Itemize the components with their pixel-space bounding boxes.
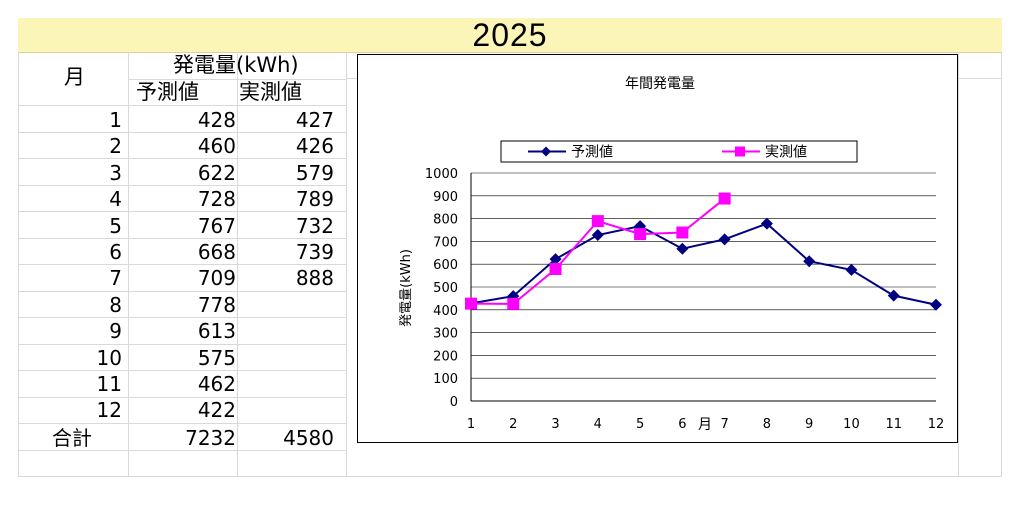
x-tick-label: 9 bbox=[805, 417, 813, 432]
row-predicted: 622 bbox=[197, 160, 236, 185]
row-actual bbox=[238, 345, 334, 371]
data-point bbox=[676, 226, 689, 239]
chart-series bbox=[465, 192, 942, 311]
row-month: 7 bbox=[109, 266, 122, 291]
y-tick-label: 100 bbox=[433, 372, 458, 387]
row-predicted: 428 bbox=[197, 108, 236, 132]
row-month: 3 bbox=[109, 160, 122, 185]
data-point bbox=[634, 228, 647, 241]
data-point bbox=[718, 233, 731, 246]
x-tick-label: 1 bbox=[467, 417, 475, 432]
series-line bbox=[470, 197, 726, 305]
year-banner: 2025 bbox=[18, 18, 1002, 53]
row-actual: 732 bbox=[295, 213, 334, 238]
y-axis-label: 発電量(kWh) bbox=[399, 249, 414, 327]
legend-marker bbox=[541, 146, 551, 157]
x-tick-label: 6 bbox=[678, 417, 686, 432]
data-point bbox=[760, 217, 773, 230]
row-month: 11 bbox=[96, 372, 122, 396]
y-tick-label: 500 bbox=[433, 281, 458, 296]
data-point bbox=[591, 215, 604, 228]
x-tick-label: 12 bbox=[928, 417, 945, 432]
y-tick-label: 300 bbox=[433, 327, 458, 342]
row-actual bbox=[238, 318, 334, 344]
legend-label: 実測値 bbox=[765, 145, 807, 161]
data-point bbox=[887, 289, 900, 302]
actual-header: 実測値 bbox=[239, 80, 302, 104]
row-month: 4 bbox=[109, 187, 122, 212]
row-predicted: 778 bbox=[197, 292, 236, 317]
y-tick-label: 700 bbox=[433, 235, 458, 250]
row-actual bbox=[238, 292, 334, 318]
data-point bbox=[676, 242, 689, 255]
total-predicted: 7232 bbox=[185, 426, 236, 450]
row-actual: 427 bbox=[295, 108, 334, 132]
data-point bbox=[549, 262, 562, 275]
row-actual: 739 bbox=[295, 240, 334, 264]
row-actual: 789 bbox=[295, 187, 334, 212]
total-label: 合計 bbox=[52, 426, 92, 450]
row-predicted: 462 bbox=[197, 372, 236, 396]
chart-legend: 予測値 実測値 bbox=[500, 140, 858, 163]
y-tick-label: 200 bbox=[433, 349, 458, 364]
row-actual: 579 bbox=[295, 160, 334, 185]
row-actual bbox=[238, 371, 334, 397]
chart-gridlines bbox=[471, 172, 936, 379]
data-point bbox=[465, 297, 477, 310]
row-actual: 888 bbox=[295, 266, 334, 291]
data-point bbox=[549, 253, 562, 266]
legend-marker bbox=[735, 146, 745, 157]
x-tick-label: 3 bbox=[551, 417, 559, 432]
x-tick-label: 4 bbox=[594, 417, 602, 432]
x-axis-label: 月 bbox=[698, 417, 712, 433]
series-line bbox=[470, 222, 937, 306]
row-actual bbox=[238, 397, 334, 423]
row-predicted: 668 bbox=[197, 240, 236, 264]
row-predicted: 613 bbox=[197, 319, 236, 344]
row-predicted: 728 bbox=[197, 187, 236, 212]
row-predicted: 422 bbox=[197, 398, 236, 423]
legend-label: 予測値 bbox=[571, 145, 613, 161]
total-actual: 4580 bbox=[283, 426, 334, 450]
row-predicted: 460 bbox=[197, 134, 236, 159]
row-predicted: 575 bbox=[197, 345, 236, 370]
row-month: 12 bbox=[96, 398, 122, 423]
row-month: 5 bbox=[109, 213, 122, 238]
x-tick-label: 5 bbox=[636, 417, 644, 432]
chart-title: 年間発電量 bbox=[625, 76, 695, 92]
data-point bbox=[718, 192, 731, 205]
row-month: 10 bbox=[96, 345, 122, 370]
y-tick-label: 800 bbox=[433, 213, 458, 228]
y-tick-label: 0 bbox=[450, 395, 458, 410]
y-tick-label: 1000 bbox=[425, 167, 458, 182]
x-tick-label: 10 bbox=[843, 417, 860, 432]
annual-generation-chart: 年間発電量 予測値 実測値 0 100 200 300 400 500 600 700 800 90… bbox=[357, 54, 958, 443]
y-tick-label: 600 bbox=[433, 258, 458, 273]
row-actual: 426 bbox=[295, 134, 334, 159]
row-month: 2 bbox=[109, 134, 122, 159]
data-point bbox=[507, 297, 520, 310]
data-point bbox=[930, 298, 942, 311]
y-tick-label: 900 bbox=[433, 190, 458, 205]
row-month: 1 bbox=[109, 108, 122, 132]
row-month: 8 bbox=[109, 292, 122, 317]
predicted-header: 予測値 bbox=[136, 80, 199, 104]
x-tick-label: 11 bbox=[885, 417, 902, 432]
data-point bbox=[591, 229, 604, 242]
generation-group-header: 発電量(kWh) bbox=[173, 53, 299, 77]
x-tick-label: 7 bbox=[720, 417, 728, 432]
x-tick-label: 8 bbox=[763, 417, 771, 432]
row-month: 9 bbox=[109, 319, 122, 344]
row-predicted: 709 bbox=[197, 266, 236, 291]
row-month: 6 bbox=[109, 240, 122, 264]
month-header: 月 bbox=[64, 65, 85, 89]
chart-svg: 年間発電量 予測値 実測値 0 100 200 300 400 500 600 700 800 90… bbox=[399, 76, 944, 433]
data-point bbox=[803, 255, 816, 268]
row-predicted: 767 bbox=[197, 213, 236, 238]
y-tick-label: 400 bbox=[433, 304, 458, 319]
x-tick-label: 2 bbox=[509, 417, 517, 432]
data-point bbox=[845, 263, 858, 276]
